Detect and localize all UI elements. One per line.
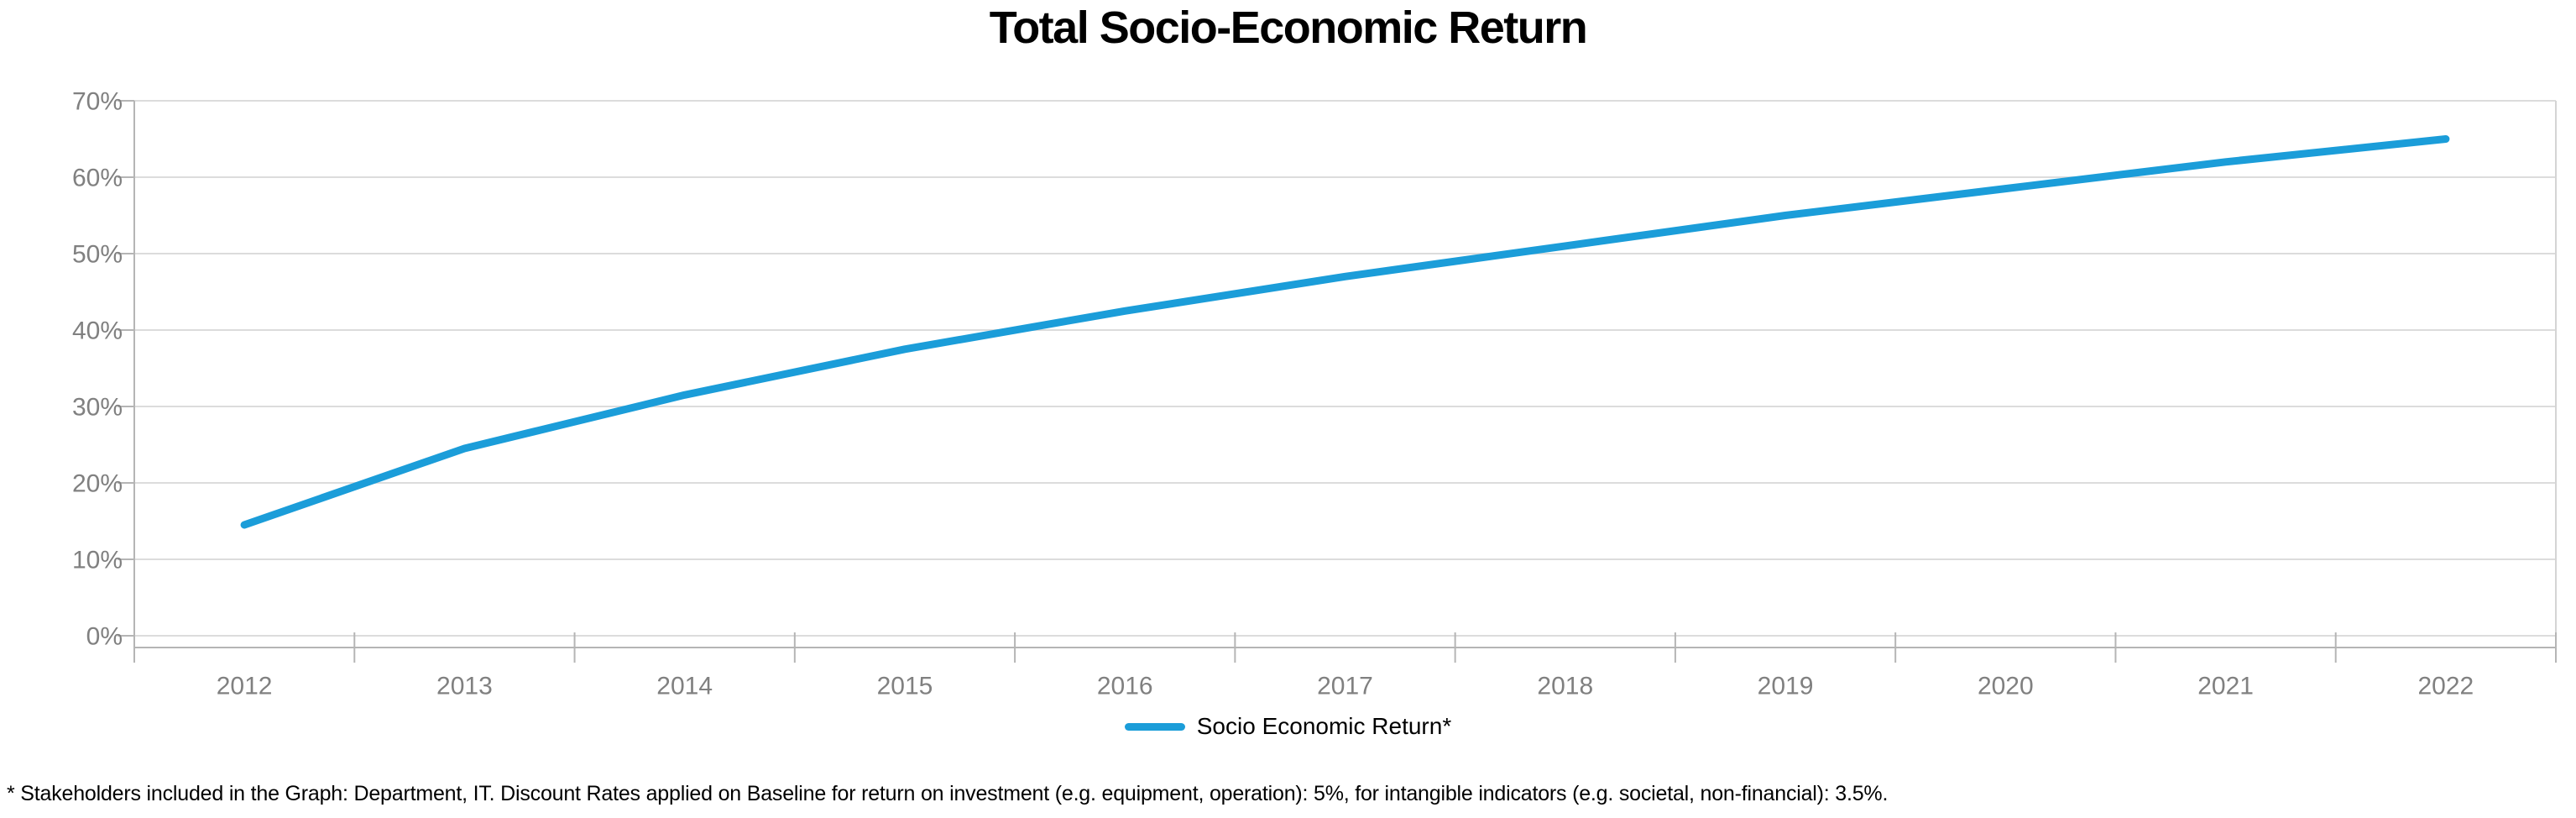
chart-title: Total Socio-Economic Return (989, 3, 1588, 53)
y-axis-label: 20% (72, 470, 123, 498)
y-axis-label: 10% (72, 547, 123, 574)
y-axis-label: 0% (86, 623, 123, 651)
x-axis-label: 2014 (656, 673, 713, 700)
x-axis-label: 2021 (2197, 673, 2254, 700)
y-axis-label: 50% (72, 241, 123, 269)
series-line (240, 135, 2450, 529)
x-axis-label: 2015 (877, 673, 933, 700)
x-axis-label: 2020 (1978, 673, 2034, 700)
y-axis-label: 40% (72, 317, 123, 345)
footnote: * Stakeholders included in the Graph: De… (7, 782, 1889, 805)
x-axis-label: 2019 (1758, 673, 1814, 700)
x-axis-label: 2013 (436, 673, 493, 700)
y-axis-label: 60% (72, 165, 123, 192)
legend-series-label: Socio Economic Return* (1196, 713, 1452, 739)
legend-line-swatch (1124, 722, 1185, 731)
x-axis-label: 2018 (1537, 673, 1593, 700)
y-axis-label: 70% (72, 88, 123, 116)
x-axis-label: 2017 (1317, 673, 1373, 700)
legend: Socio Economic Return* (0, 712, 2576, 741)
y-axis-label: 30% (72, 394, 123, 422)
x-axis-label: 2016 (1097, 673, 1153, 700)
line-chart-canvas: 0% 10% 20% 30% 40% 50% 60% 70% 2012 2013 2014 2015 2… (72, 88, 2557, 700)
x-axis-label: 2012 (217, 673, 273, 700)
x-axis-label: 2022 (2417, 673, 2474, 700)
